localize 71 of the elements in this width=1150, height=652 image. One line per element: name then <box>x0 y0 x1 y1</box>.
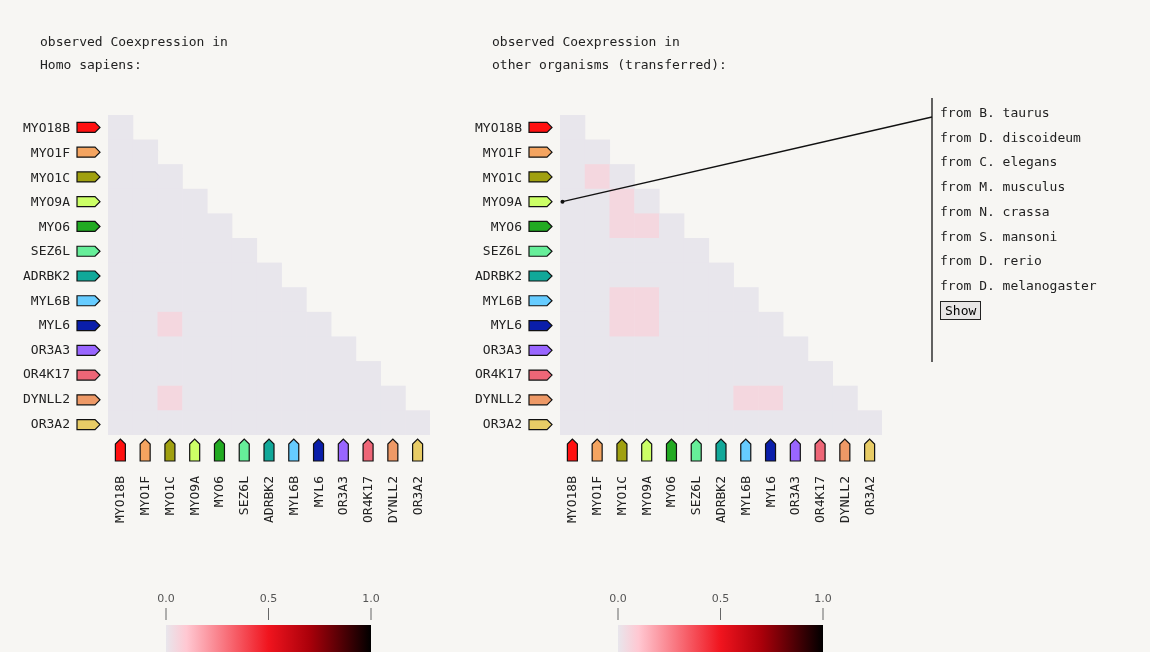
y-tick-label: MYO9A <box>482 194 523 210</box>
color-bar-label: 1.0 <box>814 592 832 605</box>
y-tick-label: MYO1C <box>30 169 70 185</box>
x-tick-label: OR3A2 <box>409 476 425 516</box>
y-tick-label: MYO18B <box>475 120 523 136</box>
color-bar-label: 0.5 <box>711 592 730 605</box>
x-tick-label: MYL6B <box>737 475 753 516</box>
y-tick-label: OR4K17 <box>23 366 70 382</box>
x-tick-label: MYO1C <box>161 476 177 516</box>
y-tick-label: MYO1F <box>30 144 71 160</box>
chart-title: observed Coexpression in <box>492 33 681 51</box>
x-tick-label: MYO6 <box>663 476 679 508</box>
x-tick-label: SEZ6L <box>688 475 704 516</box>
chart-subtitle: other organisms (transferred): <box>492 56 728 74</box>
x-tick-label: SEZ6L <box>236 475 252 516</box>
x-tick-label: DYNLL2 <box>836 476 852 523</box>
chart-subtitle: Homo sapiens: <box>40 56 143 74</box>
text: from B. taurus <box>940 104 1051 122</box>
x-tick-label: MYL6B <box>285 475 301 516</box>
y-tick-label: OR3A3 <box>30 341 70 357</box>
y-tick-label: OR3A2 <box>30 415 70 431</box>
y-tick-label: MYO9A <box>30 194 71 210</box>
y-tick-label: DYNLL2 <box>23 391 70 407</box>
color-bar-label: 1.0 <box>362 592 380 605</box>
x-tick-label: MYL6 <box>762 476 778 508</box>
x-tick-label: MYO6 <box>211 476 227 508</box>
text: from C. elegans <box>940 153 1059 172</box>
x-tick-label: DYNLL2 <box>384 476 400 523</box>
x-tick-label: OR4K17 <box>812 476 828 523</box>
x-tick-label: ADRBK2 <box>713 476 728 523</box>
text: from S. mansoni <box>940 227 1059 246</box>
y-tick-label: MYL6 <box>490 317 522 333</box>
y-tick-label: OR4K17 <box>475 366 522 382</box>
x-tick-label: MYO1F <box>137 475 153 516</box>
show-button: Show <box>940 300 982 320</box>
x-tick-label: OR4K17 <box>360 476 376 523</box>
x-tick-label: MYO18B <box>564 475 580 523</box>
color-bar-label: 0.0 <box>609 592 627 605</box>
text: from M. musculus <box>940 178 1067 197</box>
y-tick-label: ADRBK2 <box>23 268 70 283</box>
y-tick-label: MYL6B <box>30 292 71 308</box>
color-bar-label: 0.5 <box>259 592 278 605</box>
x-tick-label: MYO18B <box>112 475 128 523</box>
y-tick-label: MYO1F <box>482 144 523 160</box>
y-tick-label: MYL6B <box>482 292 523 308</box>
text: from N. crassa <box>940 202 1051 221</box>
y-tick-label: DYNLL2 <box>475 391 522 407</box>
x-tick-label: MYO9A <box>186 475 202 516</box>
text: from D. discoideum <box>940 128 1082 147</box>
y-tick-label: MYO18B <box>23 120 71 136</box>
chart-title: observed Coexpression in <box>40 33 229 51</box>
x-tick-label: ADRBK2 <box>261 476 276 523</box>
x-tick-label: OR3A2 <box>861 476 877 516</box>
x-tick-label: OR3A3 <box>787 476 803 516</box>
x-tick-label: MYO1C <box>613 476 629 516</box>
x-tick-label: MYO1F <box>589 475 605 516</box>
y-tick-label: MYL6 <box>38 317 70 333</box>
y-tick-label: MYO6 <box>38 218 70 234</box>
y-tick-label: SEZ6L <box>30 243 71 259</box>
y-tick-label: OR3A2 <box>482 415 522 431</box>
x-tick-label: OR3A3 <box>335 476 351 516</box>
y-tick-label: MYO6 <box>490 218 522 234</box>
text: from D. melanogaster <box>940 276 1097 295</box>
x-tick-label: MYL6 <box>310 476 326 508</box>
y-tick-label: SEZ6L <box>482 243 523 259</box>
y-tick-label: MYO1C <box>482 169 522 185</box>
x-tick-label: MYO9A <box>638 475 654 516</box>
text: from D. rerio <box>940 252 1043 271</box>
y-tick-label: OR3A3 <box>482 341 522 357</box>
color-bar-label: 0.0 <box>157 592 175 605</box>
y-tick-label: ADRBK2 <box>475 268 522 283</box>
